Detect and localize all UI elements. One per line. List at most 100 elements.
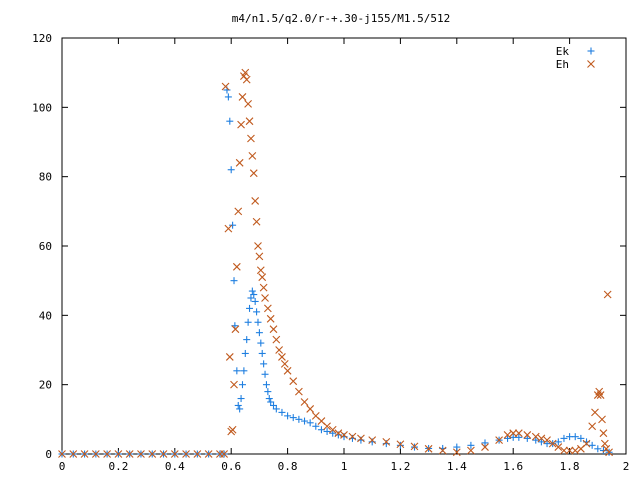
- legend-marker-eh: [587, 60, 595, 68]
- y-tick-label: 0: [45, 448, 52, 461]
- data-point-ek: [250, 291, 258, 299]
- data-point-ek: [237, 395, 245, 403]
- x-tick-label: 2: [623, 460, 630, 473]
- data-point-eh: [368, 436, 377, 445]
- data-point-eh: [348, 432, 357, 441]
- data-point-eh: [323, 422, 331, 431]
- data-point-ek: [481, 439, 489, 447]
- data-point-eh: [137, 450, 145, 458]
- data-point-eh: [603, 290, 612, 299]
- x-tick-label: 1: [341, 460, 348, 473]
- data-point-eh: [278, 353, 286, 361]
- data-point-ek: [240, 367, 248, 375]
- x-tick-label: 1.4: [447, 460, 467, 473]
- data-point-ek: [594, 445, 602, 453]
- data-point-eh: [232, 262, 241, 271]
- data-point-eh: [410, 442, 419, 451]
- data-point-eh: [357, 434, 365, 443]
- data-point-eh: [272, 335, 281, 344]
- data-point-eh: [452, 448, 461, 457]
- x-tick-label: 1.8: [560, 460, 580, 473]
- data-point-ek: [284, 412, 292, 420]
- x-tick-label: 0: [59, 460, 66, 473]
- data-point-eh: [514, 429, 523, 438]
- y-tick-label: 80: [39, 171, 52, 184]
- data-point-eh: [247, 134, 255, 143]
- data-point-ek: [260, 360, 268, 368]
- data-point-ek: [261, 370, 269, 378]
- data-point-eh: [221, 82, 230, 91]
- data-point-ek: [515, 433, 523, 441]
- data-point-eh: [596, 391, 605, 399]
- data-point-eh: [340, 431, 348, 439]
- data-point-eh: [230, 380, 238, 389]
- data-point-ek: [537, 438, 545, 446]
- axis-tick-labels: 0 0.2 0.4 0.6 0.8 1 1.2 1.4 1.6 1.8 20204060801001…: [32, 32, 629, 473]
- data-point-eh: [275, 346, 284, 354]
- axis-ticks: [61, 37, 627, 455]
- data-point-eh: [248, 151, 257, 160]
- data-point-eh: [263, 304, 272, 313]
- data-point-ek: [571, 433, 579, 441]
- data-point-eh: [588, 422, 597, 431]
- data-point-eh: [241, 68, 250, 77]
- data-point-eh: [261, 294, 269, 302]
- data-point-eh: [481, 443, 489, 451]
- data-point-eh: [252, 217, 261, 226]
- data-point-eh: [182, 450, 190, 458]
- x-tick-label: 0.8: [278, 460, 298, 473]
- data-point-eh: [289, 377, 298, 386]
- data-point-eh: [280, 359, 289, 368]
- data-point-eh: [495, 436, 503, 445]
- data-point-ek: [453, 443, 461, 451]
- data-point-ek: [244, 318, 252, 326]
- data-point-eh: [560, 446, 568, 455]
- data-point-eh: [599, 429, 608, 438]
- data-point-eh: [256, 266, 265, 275]
- data-point-ek: [312, 422, 320, 430]
- data-point-eh: [170, 450, 179, 458]
- data-point-ek: [577, 434, 585, 442]
- data-point-eh: [582, 439, 591, 448]
- data-point-eh: [591, 408, 599, 417]
- data-point-eh: [91, 450, 100, 458]
- data-point-ek: [532, 436, 540, 444]
- chart-title: m4/n1.5/q2.0/r-+.30-j155/M1.5/512: [232, 12, 451, 25]
- data-point-eh: [531, 432, 540, 441]
- data-point-eh: [245, 117, 254, 126]
- data-point-eh: [306, 405, 315, 413]
- data-point-eh: [283, 366, 292, 375]
- data-point-eh: [259, 283, 268, 292]
- data-point-ek: [234, 401, 242, 409]
- series-eh: [58, 68, 613, 458]
- x-tick-label: 0.2: [108, 460, 128, 473]
- data-point-eh: [204, 450, 213, 458]
- data-point-eh: [438, 446, 447, 455]
- data-point-eh: [224, 224, 233, 233]
- data-point-eh: [537, 434, 546, 443]
- data-point-eh: [220, 450, 229, 458]
- data-point-eh: [148, 450, 157, 458]
- data-point-eh: [125, 450, 134, 458]
- data-point-ek: [233, 367, 241, 375]
- data-point-ek: [246, 304, 254, 312]
- legend-marker-ek: [587, 47, 595, 55]
- data-point-ek: [254, 318, 262, 326]
- data-point-eh: [249, 169, 258, 178]
- data-point-eh: [231, 325, 240, 334]
- data-point-eh: [396, 440, 405, 449]
- data-point-ek: [295, 415, 303, 423]
- data-point-eh: [269, 325, 278, 334]
- data-point-eh: [237, 120, 245, 129]
- data-point-eh: [254, 242, 262, 250]
- data-point-eh: [242, 75, 251, 84]
- data-point-eh: [258, 273, 267, 282]
- legend-label: Eh: [556, 58, 569, 71]
- data-point-ek: [251, 297, 259, 305]
- data-point-ek: [238, 381, 246, 389]
- data-point-ek: [396, 441, 404, 449]
- y-tick-label: 60: [39, 240, 52, 253]
- data-point-eh: [251, 197, 260, 205]
- data-point-ek: [560, 434, 568, 442]
